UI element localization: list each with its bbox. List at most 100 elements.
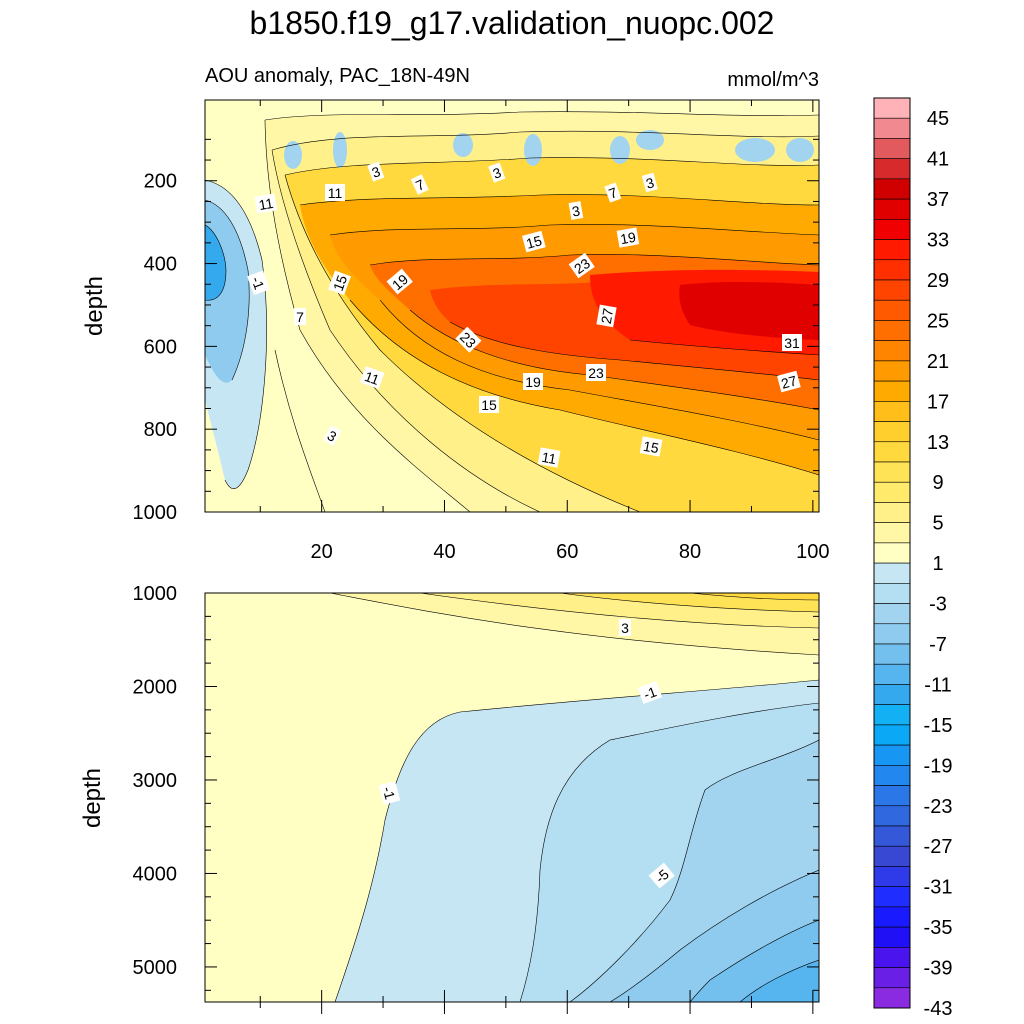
colorbar-tick-labels: 45 41 37 33 29 25 21 17 13 9 5 1 -3 -7 -11 -15 -19 -23 -27… [924, 108, 953, 1020]
upper-contour-label-bg [247, 270, 270, 296]
colorbar-box [873, 219, 911, 240]
upper-contour-label-bg [616, 227, 640, 248]
colorbar-tick-label: 37 [927, 189, 949, 211]
upper-contour-label-bg [596, 304, 617, 328]
colorbar-box [873, 279, 911, 301]
upper-contour-label-text: 11 [328, 185, 343, 201]
upper-contour-label-bg [568, 252, 595, 279]
upper-contour-label-text: 11 [257, 195, 274, 213]
lower-contour-label-bg [619, 619, 631, 636]
upper-contour-label-text: -1 [248, 274, 267, 291]
colorbar-box [873, 158, 911, 180]
upper-contour-label-text: 11 [362, 368, 381, 388]
colorbar-box [873, 805, 911, 827]
upper-contour-label-text: 27 [598, 307, 616, 325]
upper-contour-label: 19 [386, 268, 413, 295]
colorbar-tick-label: 9 [932, 472, 943, 494]
colorbar-box [873, 198, 911, 220]
upper-contour-label-bg [641, 172, 658, 193]
upper-contour-label: 27 [596, 304, 617, 328]
upper-contour-label-bg [367, 161, 385, 182]
colorbar-box [873, 259, 911, 281]
lower-y-tick-labels: 1000 2000 3000 4000 5000 [133, 583, 178, 979]
chart-subtitle-variable: AOU anomaly, PAC_18N-49N [205, 65, 470, 87]
colorbar-box [873, 562, 911, 584]
upper-contour-label: 15 [328, 270, 351, 296]
colorbar-box [873, 401, 911, 422]
lower-contour-fill [205, 593, 819, 1002]
colorbar-box [873, 360, 911, 382]
colorbar-tick-label: -23 [924, 796, 953, 818]
upper-contour-label-bg [359, 366, 385, 389]
upper-contour-label-bg [639, 436, 663, 457]
colorbar-tick-label: 45 [927, 108, 949, 130]
lower-contour-label-bg [378, 781, 401, 805]
lower-panel: 1000 2000 3000 4000 5000 depth 3 -1 -1 -5 [79, 583, 820, 1014]
colorbar-tick-label: -27 [924, 836, 953, 858]
upper-y-tick-label: 1000 [133, 502, 178, 524]
upper-contour-label: 15 [479, 396, 499, 413]
colorbar-tick-label: -7 [929, 634, 947, 656]
upper-patch-6 [636, 130, 664, 150]
upper-contour-label: 15 [639, 436, 663, 457]
upper-patch-5 [610, 136, 630, 164]
upper-contour-label-bg [455, 326, 482, 353]
colorbar-tick-label: -43 [924, 998, 953, 1020]
colorbar-tick-label: -31 [924, 877, 953, 899]
upper-contour-label-bg [479, 396, 499, 413]
colorbar-box [873, 765, 911, 786]
colorbar-box [873, 926, 911, 948]
upper-contour-label-text: 15 [481, 397, 497, 413]
upper-contour-fill [205, 100, 819, 512]
colorbar-box [873, 97, 911, 119]
lower-y-axis-label: depth [79, 768, 106, 828]
upper-contour-label-text: 7 [296, 309, 304, 325]
lower-y-tick-label: 3000 [133, 770, 178, 792]
upper-contour-label-text: 15 [642, 438, 660, 456]
colorbar-tick-label: -39 [924, 958, 953, 980]
upper-contour-label: 27 [777, 370, 801, 393]
upper-patch-4 [524, 134, 542, 166]
colorbar-box [873, 481, 911, 503]
lower-contour-label: 3 [619, 619, 631, 636]
upper-contour-label: 7 [604, 182, 622, 203]
upper-contour-label: -1 [247, 270, 270, 296]
upper-x-tick-label: 40 [433, 541, 455, 563]
colorbar-box [873, 947, 911, 968]
colorbar-box [873, 542, 911, 564]
colorbar-tick-label: -19 [924, 755, 953, 777]
upper-band-neg11 [205, 225, 226, 301]
upper-y-tick-label: 800 [144, 419, 177, 441]
upper-contour-label-bg [322, 425, 342, 446]
upper-contour-label: 19 [523, 373, 543, 390]
upper-contour-label-text: 27 [779, 372, 798, 392]
colorbar-box [873, 845, 911, 867]
colorbar-box [873, 178, 911, 200]
upper-contour-label-bg [782, 334, 802, 351]
lower-contour-label-bg [637, 681, 663, 704]
upper-contour-label: 7 [410, 174, 429, 195]
lower-band-13 [690, 593, 819, 600]
lower-contour-label-bg [648, 862, 675, 889]
colorbar-box [873, 441, 911, 463]
upper-ticks [205, 100, 819, 513]
colorbar-box [873, 825, 911, 847]
lower-contour-label-text: -1 [380, 785, 399, 801]
upper-plot-frame [204, 99, 820, 513]
upper-contour-label: 11 [325, 184, 345, 201]
upper-band-33 [679, 281, 819, 340]
upper-contour-label-text: 23 [588, 365, 604, 381]
colorbar-box [873, 583, 911, 604]
colorbar-box [873, 340, 911, 362]
colorbar-box [873, 866, 911, 887]
colorbar-box [873, 138, 911, 159]
upper-contour-label-bg [586, 364, 606, 381]
upper-y-tick-label: 200 [144, 171, 177, 193]
lower-ticks [205, 592, 819, 1014]
upper-contour-label-bg [523, 373, 543, 390]
lower-contour-lines [329, 593, 819, 1002]
upper-contour-label: 31 [782, 334, 802, 351]
upper-contour-label-text: 3 [644, 174, 656, 192]
upper-x-tick-label: 60 [556, 541, 578, 563]
colorbar-tick-label: -15 [924, 715, 953, 737]
